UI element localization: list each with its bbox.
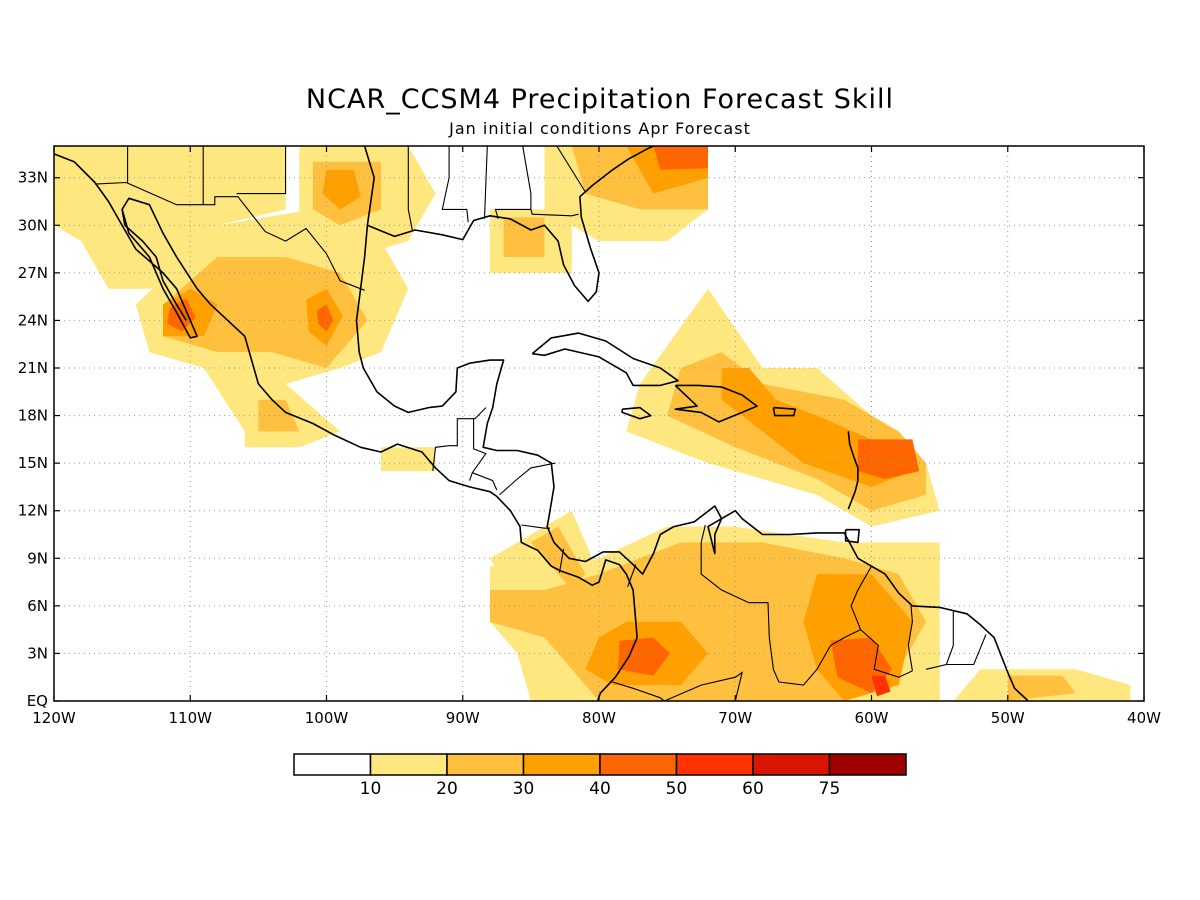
y-tick-label: 18N <box>18 407 48 425</box>
colorbar-swatch <box>522 753 601 776</box>
coastline <box>367 146 654 303</box>
border-line <box>946 634 987 666</box>
skill-region-20 <box>258 399 300 432</box>
border-line <box>925 610 954 670</box>
skill-region-40 <box>317 304 334 332</box>
colorbar-swatch <box>369 753 448 776</box>
y-tick-label: 12N <box>18 502 48 520</box>
border-line <box>469 448 487 481</box>
coastline <box>621 406 652 420</box>
skill-shading-layer <box>54 146 1131 701</box>
coastline-layer <box>54 146 1029 701</box>
skill-region-40 <box>618 637 670 676</box>
border-line <box>558 548 565 573</box>
border-line <box>907 605 913 671</box>
x-tick-label: 40W <box>1127 709 1161 727</box>
x-tick-label: 50W <box>991 709 1025 727</box>
x-tick-label: 90W <box>446 709 480 727</box>
border-line <box>860 629 913 678</box>
border-line <box>521 524 550 529</box>
colorbar-label: 60 <box>742 779 764 799</box>
colorbar-swatch <box>675 753 754 776</box>
x-tick-label: 80W <box>582 709 616 727</box>
coastline <box>844 528 861 544</box>
border-line <box>612 681 665 701</box>
border-line <box>432 407 487 472</box>
y-tick-label: 21N <box>18 359 48 377</box>
colorbar: 10 20 30 40 50 60 75 <box>293 753 907 799</box>
border-line <box>494 146 532 220</box>
border-line <box>700 524 780 683</box>
y-tick-label: 30N <box>18 216 48 234</box>
y-tick-label: 24N <box>18 311 48 329</box>
border-line <box>664 671 743 701</box>
map-title: NCAR_CCSM4 Precipitation Forecast Skill <box>305 84 895 115</box>
coastline <box>355 146 1029 701</box>
border-line <box>850 565 872 630</box>
colorbar-swatch <box>828 753 907 776</box>
skill-region-20 <box>503 217 545 257</box>
border-line <box>778 629 861 686</box>
colorbar-label: 50 <box>666 779 688 799</box>
border-line <box>236 146 287 195</box>
coastline <box>674 384 758 423</box>
colorbar-swatch <box>446 753 525 776</box>
colorbar-label: 20 <box>436 779 458 799</box>
border-line <box>530 209 579 217</box>
skill-region-40 <box>857 439 920 479</box>
border-line <box>472 472 498 491</box>
skill-region-40 <box>167 298 196 332</box>
skill-region-10 <box>381 447 436 472</box>
x-tick-label: 60W <box>855 709 889 727</box>
colorbar-label: 10 <box>360 779 382 799</box>
border-line <box>483 146 488 219</box>
skill-region-30 <box>322 169 361 210</box>
x-tick-label: 100W <box>305 709 349 727</box>
coastline <box>847 431 859 510</box>
colorbar-label: 75 <box>819 779 841 799</box>
skill-region-10 <box>54 146 286 289</box>
colorbar-label: 30 <box>513 779 535 799</box>
map-subtitle: Jan initial conditions Apr Forecast <box>449 119 751 138</box>
coastline <box>531 332 679 387</box>
skill-region-20 <box>163 257 368 368</box>
skill-region-40 <box>653 146 708 170</box>
colorbar-swatch <box>293 753 372 776</box>
border-line <box>94 181 365 291</box>
y-tick-label: 9N <box>27 549 48 567</box>
border-line <box>499 462 556 496</box>
border-line <box>407 146 413 231</box>
y-tick-label: 6N <box>27 597 48 615</box>
x-tick-label: 120W <box>32 709 76 727</box>
y-tick-label: 3N <box>27 644 48 662</box>
colorbar-swatch <box>752 753 831 776</box>
coastline <box>54 153 638 701</box>
y-tick-label: 27N <box>18 264 48 282</box>
border-line <box>627 564 637 587</box>
axis-labels: 120W 110W 100W 90W 80W 70W 60W 50W 40W EQ 3N 6N 9N 12… <box>18 146 1161 727</box>
x-tick-label: 70W <box>718 709 752 727</box>
y-tick-label: EQ <box>27 692 48 710</box>
colorbar-swatch <box>599 753 678 776</box>
x-tick-label: 110W <box>169 709 213 727</box>
coastline <box>772 406 797 417</box>
border-line <box>556 146 586 193</box>
colorbar-label: 40 <box>589 779 611 799</box>
y-tick-label: 33N <box>18 169 48 187</box>
border-line <box>441 146 469 223</box>
coastline <box>121 209 187 321</box>
skill-region-50 <box>871 675 891 697</box>
y-tick-label: 15N <box>18 454 48 472</box>
skill-region-20 <box>1007 675 1076 701</box>
